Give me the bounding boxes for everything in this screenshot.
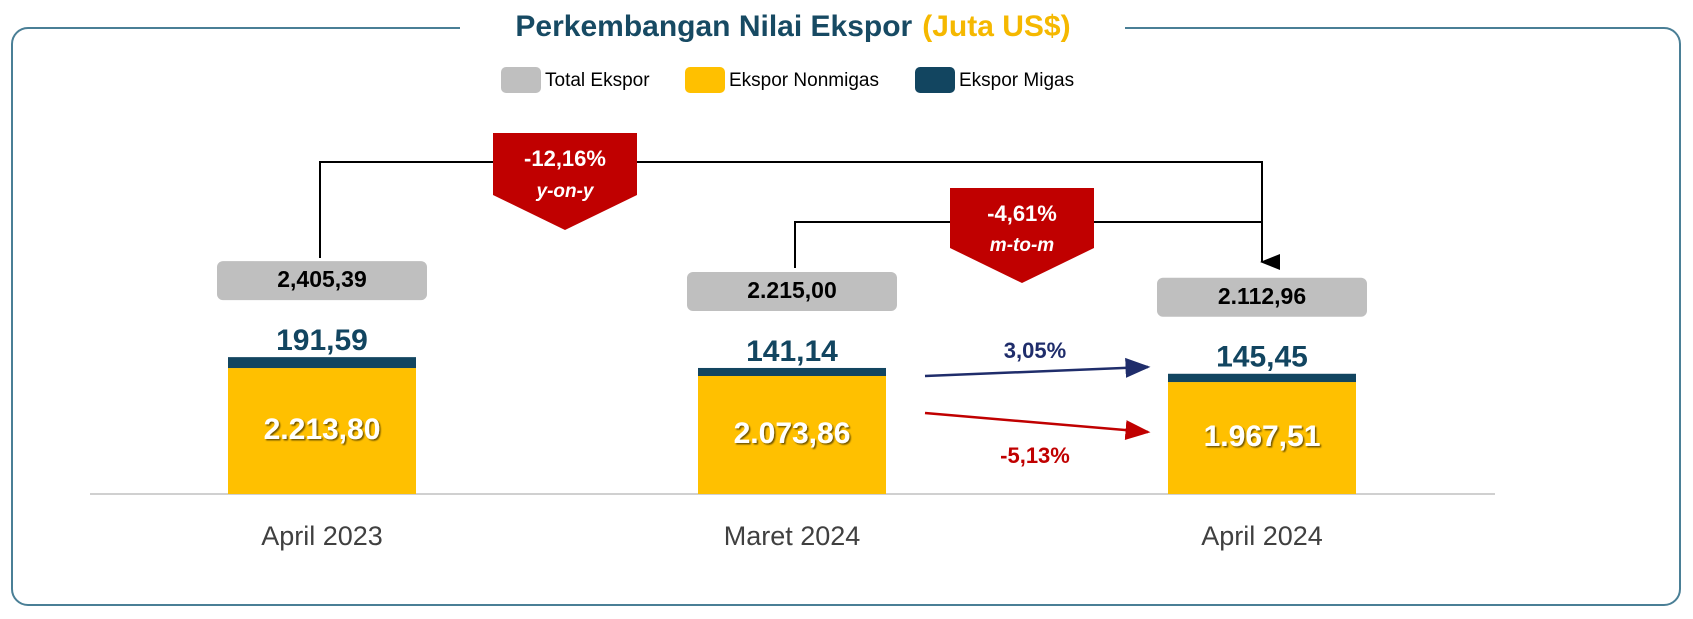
migas-change: 3,05% [1004,338,1066,363]
nonmigas-arrow [924,411,1151,441]
x-tick-label: April 2023 [261,521,383,551]
x-tick-label: Maret 2024 [724,521,861,551]
nonmigas-label: 2.213,80 [264,413,381,446]
nonmigas-label: 1.967,51 [1204,420,1321,453]
x-tick-label: April 2024 [1201,521,1323,551]
total-box [1157,277,1367,317]
bar-nonmigas [698,375,886,494]
frame [11,27,1681,606]
legend-swatch [501,67,541,93]
yoy-connector [319,161,1280,270]
legend-swatch [915,67,955,93]
total-box [217,261,427,301]
migas-label: 145,45 [1216,341,1308,374]
mtm-label: m-to-m [990,235,1054,256]
bar-migas [698,367,886,376]
bar-migas [228,357,416,369]
bar-nonmigas [1168,382,1356,494]
migas-label: 141,14 [746,335,838,368]
bar-nonmigas [228,368,416,494]
title-main: Perkembangan Nilai Ekspor [515,10,912,43]
title-bg [460,10,1125,46]
total-label: 2,405,39 [277,266,367,292]
legend-label: Ekspor Nonmigas [729,70,879,91]
mtm-connector [794,221,1262,268]
mtm-change: -4,61% [987,201,1057,226]
legend-label: Total Ekspor [545,70,650,91]
nonmigas-label: 2.073,86 [734,417,851,450]
legend-swatch [685,67,725,93]
yoy-badge [493,133,637,230]
total-box [687,271,897,311]
migas-arrow [924,357,1151,378]
title-unit: (Juta US$) [922,10,1070,43]
chart-title: Perkembangan Nilai Ekspor (Juta US$) [515,10,1070,43]
yoy-change: -12,16% [524,146,606,171]
mtm-badge [950,188,1094,283]
total-label: 2.112,96 [1218,283,1306,309]
yoy-label: y-on-y [536,181,595,202]
legend-label: Ekspor Migas [959,70,1074,91]
nonmigas-change: -5,13% [1000,443,1070,468]
total-label: 2.215,00 [747,277,837,303]
bar-migas [1168,373,1356,383]
migas-label: 191,59 [276,324,368,357]
